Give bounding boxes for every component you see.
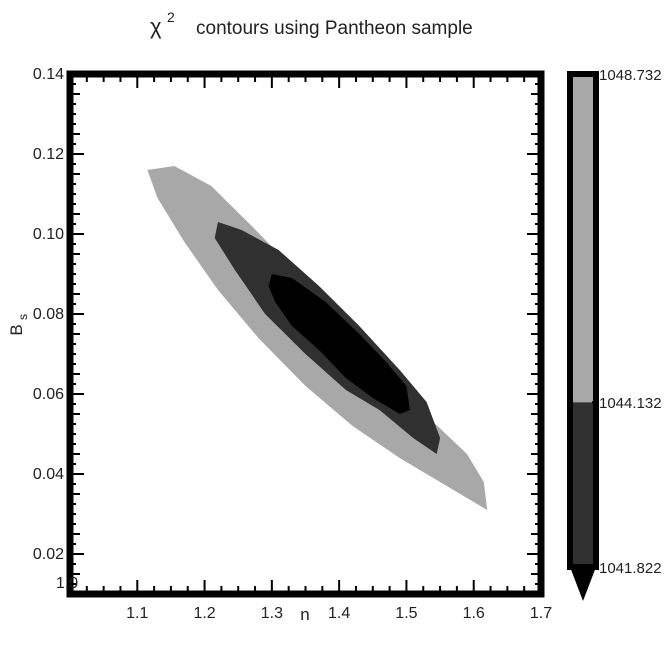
- chart-title: χ 2 contours using Pantheon sample: [150, 9, 473, 39]
- contour-inner: [268, 274, 410, 414]
- y-axis-label-sub: s: [16, 314, 30, 320]
- x-axis: 1.0 1.1 1.2 1.3 1.4 1.5 1.6 1.7: [56, 74, 552, 622]
- y-tick-label: 0.04: [33, 466, 64, 483]
- y-tick-label: 0.10: [33, 226, 64, 243]
- y-tick-label: 0.06: [33, 386, 64, 403]
- colorbar-tick-label: 1041.822: [599, 560, 662, 577]
- colorbar: 1048.732 1044.132 1041.822: [567, 67, 662, 601]
- x-tick-label: 1.5: [395, 605, 417, 622]
- y-tick-label: 0.02: [33, 546, 64, 563]
- y-axis: 0.02 0.04 0.06 0.08 0.10 0.12 0.14: [33, 66, 541, 585]
- y-axis-label: B s: [7, 314, 30, 336]
- x-axis-label: n: [300, 605, 309, 624]
- y-tick-label: 0.08: [33, 306, 64, 323]
- x-tick-label: 1.3: [261, 605, 283, 622]
- colorbar-border: [567, 71, 599, 570]
- x-tick-label: 1.2: [193, 605, 215, 622]
- x-tick-label: 1.0: [56, 575, 78, 592]
- colorbar-tick-label: 1048.732: [599, 67, 662, 84]
- x-tick-label: 1.1: [126, 605, 148, 622]
- x-tick-label: 1.6: [463, 605, 485, 622]
- colorbar-extend-arrow: [570, 567, 596, 601]
- title-text: contours using Pantheon sample: [196, 18, 473, 39]
- y-tick-label: 0.14: [33, 66, 64, 83]
- y-axis-label-main: B: [7, 324, 26, 335]
- y-tick-label: 0.12: [33, 146, 64, 163]
- colorbar-segment: [570, 402, 596, 567]
- title-superscript: 2: [167, 9, 175, 25]
- x-tick-label: 1.4: [328, 605, 350, 622]
- contours-layer: [147, 166, 488, 510]
- x-tick-label: 1.7: [530, 605, 552, 622]
- colorbar-tick-label: 1044.132: [599, 395, 662, 412]
- title-symbol: χ: [150, 14, 162, 39]
- colorbar-segment: [570, 74, 596, 403]
